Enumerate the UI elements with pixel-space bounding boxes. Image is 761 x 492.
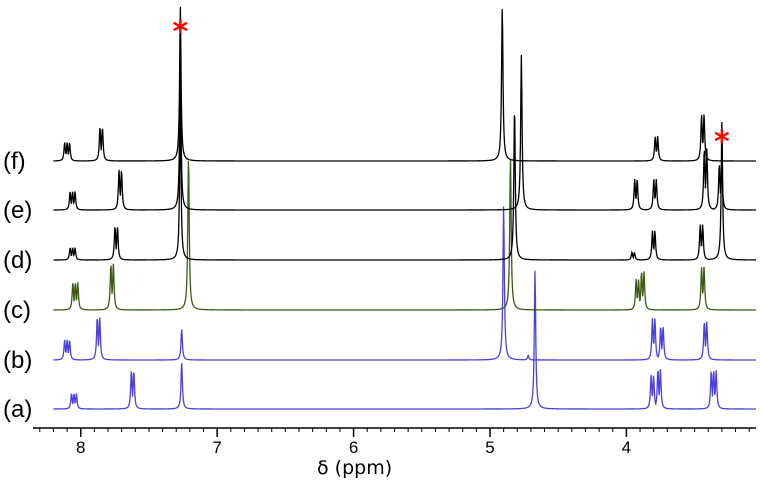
spectrum-trace-a [53,270,756,410]
trace-label-d: (d) [3,247,32,274]
spectrum-trace-c [53,158,756,311]
x-tick-label: 7 [212,438,221,457]
x-axis-major-ticks: 8 7 6 5 4 [76,428,631,457]
x-tick-label: 5 [485,438,494,457]
spectrum-trace-f [53,6,756,162]
spectrum-trace-d [53,105,756,261]
x-tick-label: 6 [349,438,358,457]
annotation-markers: ** [172,15,730,160]
x-axis-title: δ (ppm) [317,457,392,479]
solvent-peak-asterisk: * [714,125,730,160]
spectrum-trace-b [53,206,756,361]
spectrum-trace-e [53,55,756,211]
trace-label-c: (c) [3,297,31,324]
trace-labels: (a) (b) (c) (d) (e) (f) [3,148,32,423]
spectra-traces [53,6,756,410]
x-tick-label: 8 [76,438,85,457]
x-axis: 8 7 6 5 4 δ (ppm) [33,427,756,479]
trace-label-e: (e) [3,197,32,224]
trace-label-b: (b) [3,347,32,374]
trace-label-f: (f) [3,148,26,175]
solvent-peak-asterisk: * [172,15,188,50]
trace-label-a: (a) [3,396,32,423]
x-tick-label: 4 [622,438,631,457]
